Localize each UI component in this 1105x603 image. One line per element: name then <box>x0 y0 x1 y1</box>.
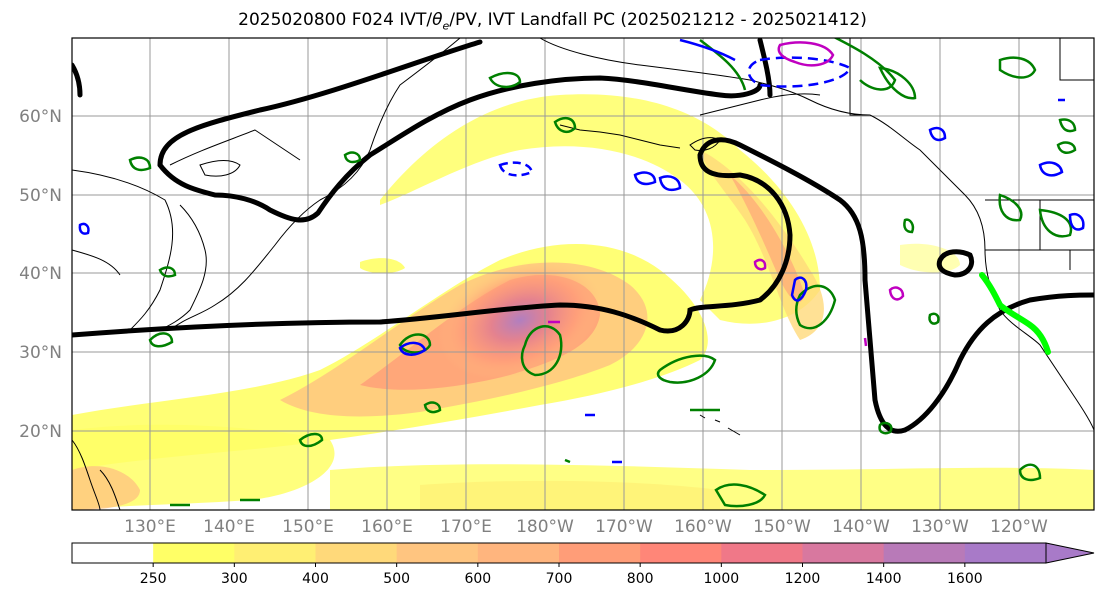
latitude-labels: 60°N 50°N 40°N 30°N 20°N <box>19 107 62 442</box>
colorbar-extend-arrow <box>1045 542 1095 564</box>
colorbar-tick-label: 700 <box>546 571 573 587</box>
title-theta-subscript: e <box>442 19 450 33</box>
colorbar-tick-label: 1400 <box>866 571 902 587</box>
figure-title: 2025020800 F024 IVT/θe/PV, IVT Landfall … <box>0 10 1105 32</box>
lon-label: 160°W <box>674 517 732 537</box>
title-theta: θ <box>432 10 443 30</box>
colorbar-segment <box>477 543 560 563</box>
theta-e-contours <box>72 38 1094 434</box>
lon-label: 130°E <box>124 517 176 537</box>
colorbar-segment <box>559 543 641 563</box>
lon-label: 170°W <box>595 517 653 537</box>
lon-label: 150°W <box>753 517 811 537</box>
colorbar-segment <box>315 543 398 563</box>
ivt-shading <box>72 94 1094 510</box>
colorbar-segment <box>72 543 154 563</box>
lat-label: 60°N <box>19 107 62 127</box>
lon-label: 120°W <box>990 517 1048 537</box>
ivt-landfall-line <box>979 272 1051 355</box>
colorbar-segment <box>883 543 966 563</box>
lat-label: 50°N <box>19 186 62 206</box>
colorbar-tick-label: 500 <box>383 571 410 587</box>
lon-label: 140°E <box>203 517 255 537</box>
colorbar-tick-label: 1600 <box>947 571 983 587</box>
colorbar-tick-label: 800 <box>627 571 654 587</box>
lon-label: 160°E <box>361 517 413 537</box>
pv-magenta-contours <box>548 41 905 347</box>
colorbar-segment <box>721 543 803 563</box>
colorbar-tick-label: 250 <box>140 571 167 587</box>
colorbar-segment <box>640 543 722 563</box>
colorbar-segment <box>802 543 885 563</box>
colorbar-segment <box>396 543 479 563</box>
lat-label: 30°N <box>19 343 62 363</box>
pv-contours <box>128 38 1077 508</box>
lat-label: 20°N <box>19 422 62 442</box>
lon-label: 170°E <box>440 517 492 537</box>
colorbar-tick-label: 600 <box>464 571 491 587</box>
lat-label: 40°N <box>19 264 62 284</box>
longitude-labels: 130°E 140°E 150°E 160°E 170°E 180°W 170°… <box>124 517 1048 537</box>
colorbar-segment <box>964 543 1047 563</box>
colorbar-segment <box>153 543 235 563</box>
map-frame <box>71 37 1095 511</box>
colorbar-tick-label: 1200 <box>785 571 821 587</box>
pv-blue-contours <box>78 38 1085 464</box>
title-suffix: /PV, IVT Landfall PC (2025021212 - 20250… <box>449 10 867 30</box>
lon-label: 130°W <box>911 517 969 537</box>
colorbar-tick-label: 400 <box>302 571 329 587</box>
lon-label: 140°W <box>832 517 890 537</box>
ivt-colorbar: 250 300 400 500 600 700 800 1000 1200 1400 1600 <box>71 542 1095 587</box>
title-prefix: 2025020800 F024 IVT/ <box>238 10 433 30</box>
colorbar-tick-label: 300 <box>221 571 248 587</box>
lon-label: 150°E <box>282 517 334 537</box>
colorbar-segment <box>234 543 316 563</box>
colorbar-tick-label: 1000 <box>704 571 740 587</box>
lon-label: 180°W <box>516 517 574 537</box>
